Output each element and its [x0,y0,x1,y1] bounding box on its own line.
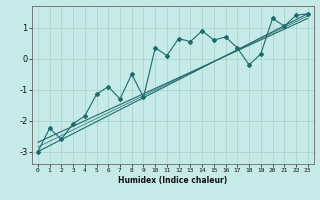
X-axis label: Humidex (Indice chaleur): Humidex (Indice chaleur) [118,176,228,185]
